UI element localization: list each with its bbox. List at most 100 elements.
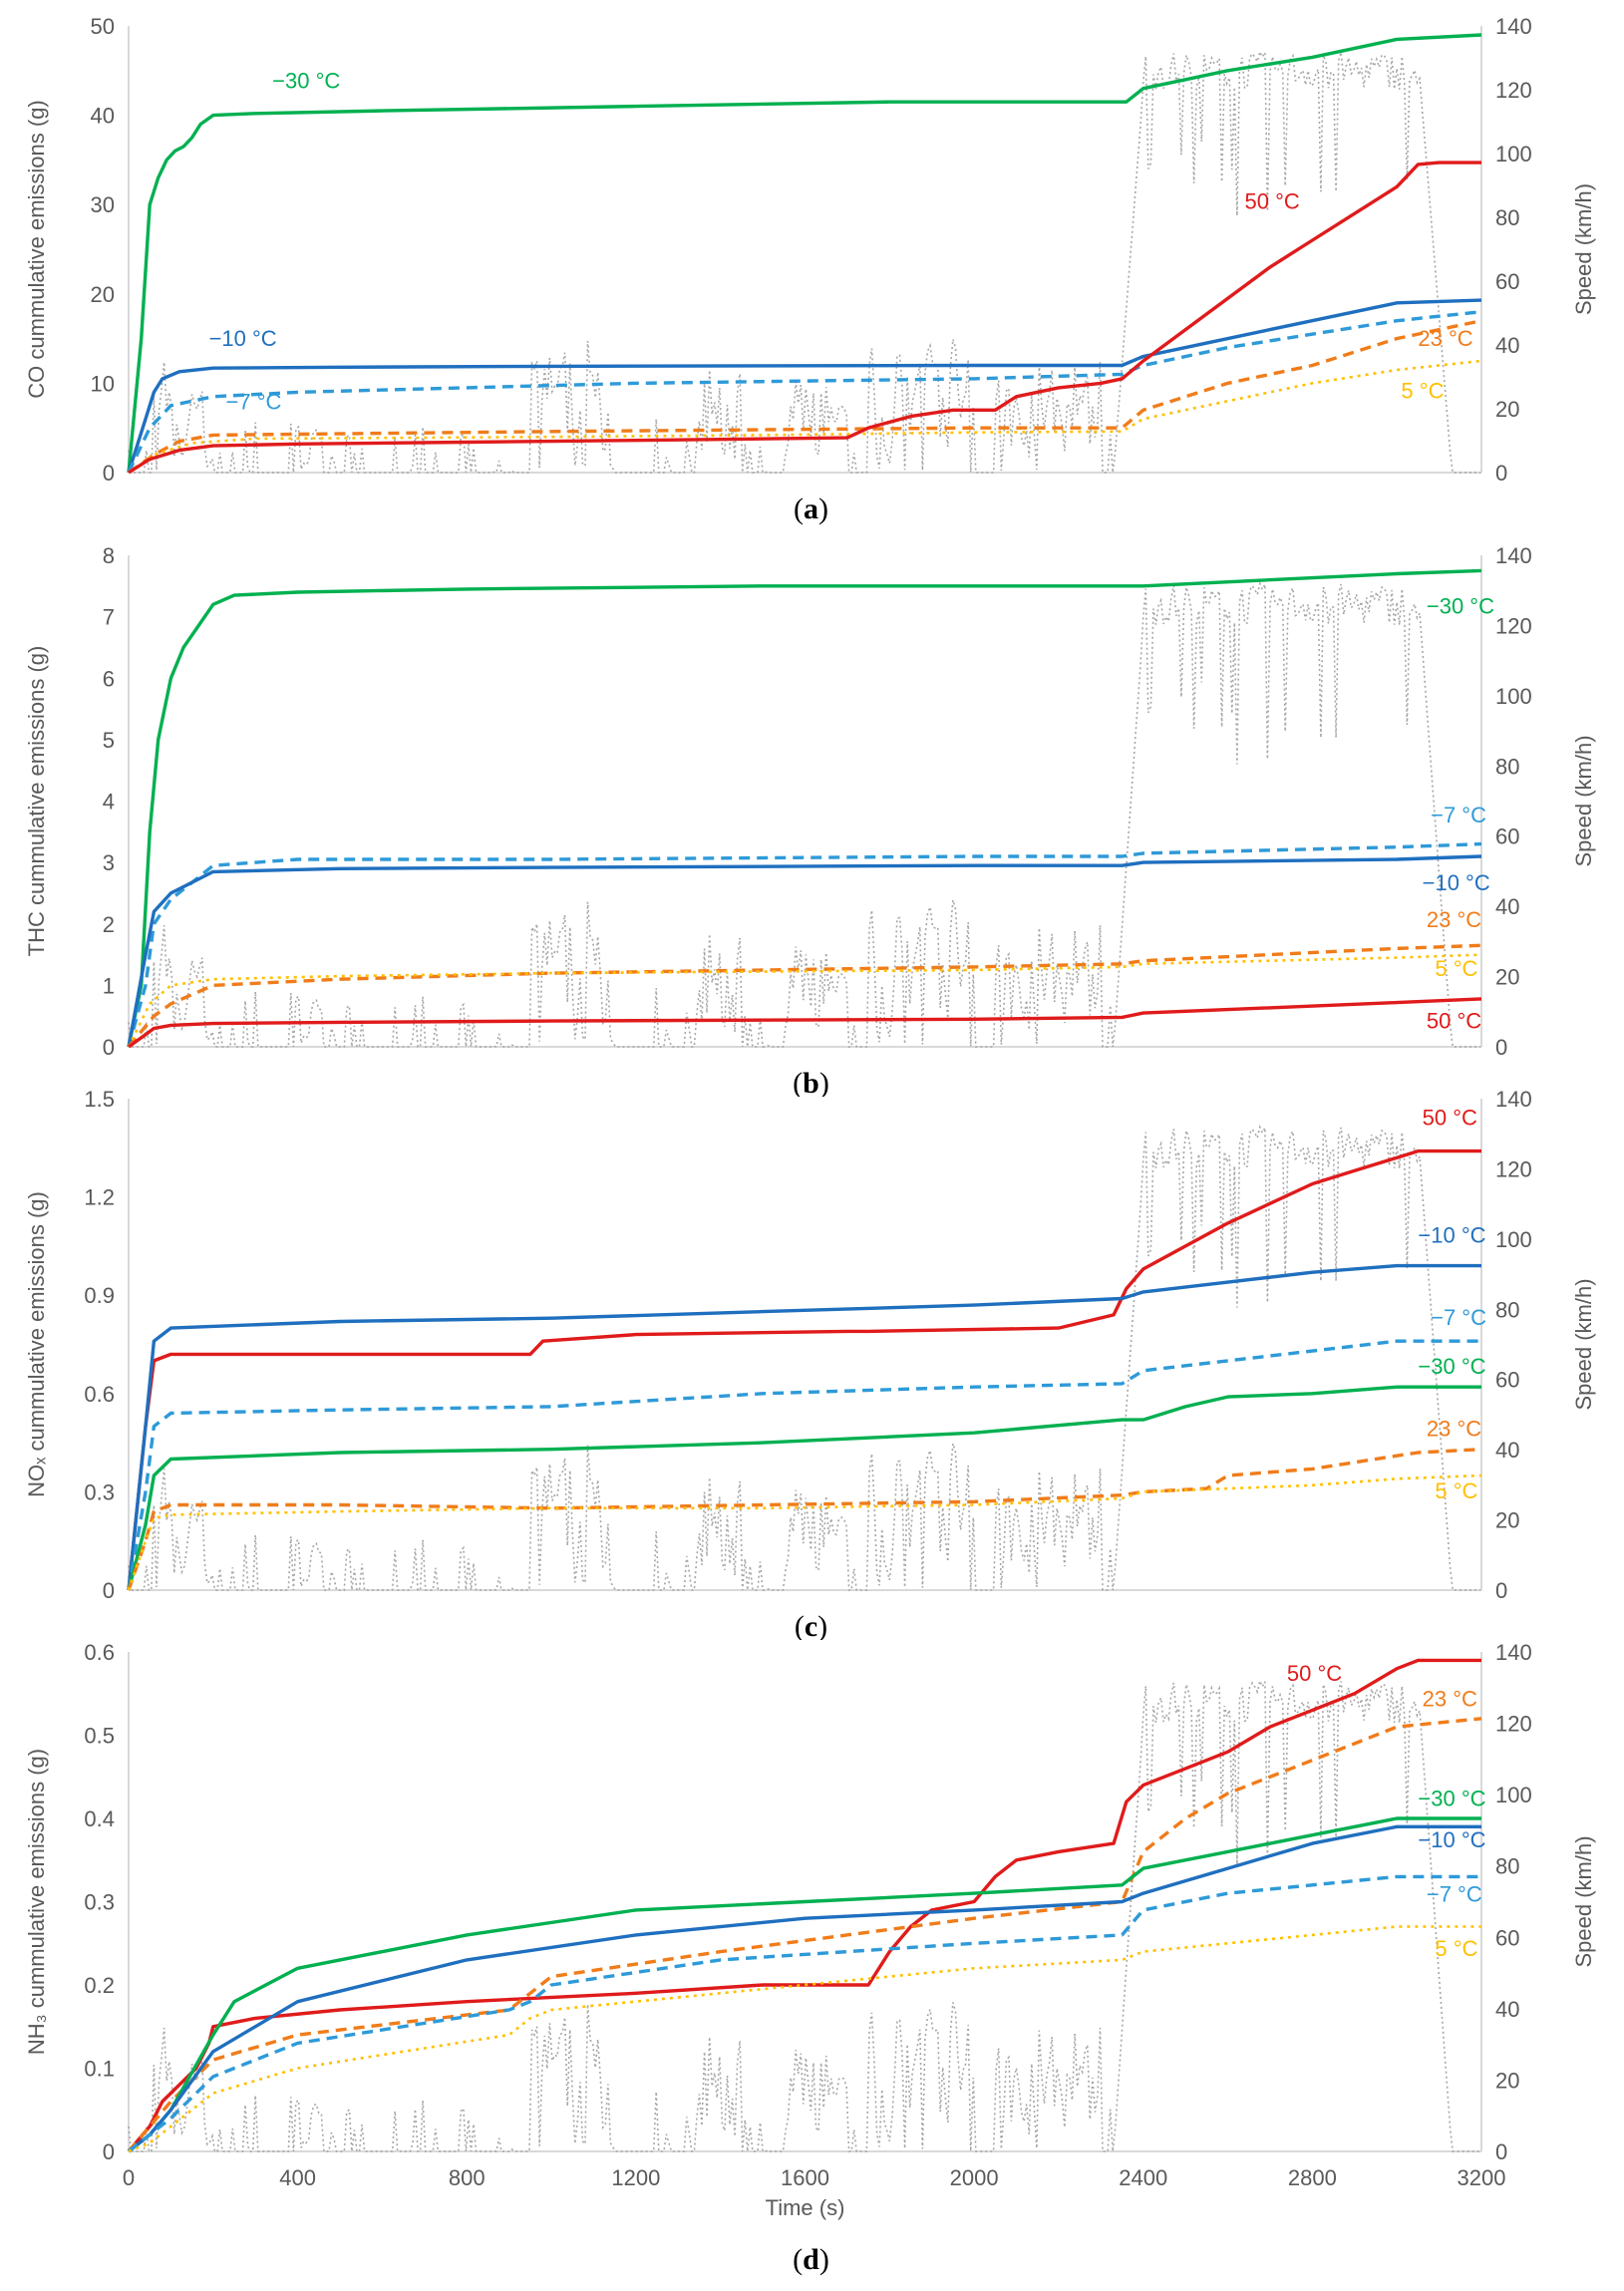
- series-line-m30-c: [127, 568, 1482, 1048]
- y-tick-label: 4: [103, 790, 115, 815]
- series-line-5-c: [127, 953, 1482, 1048]
- y-tick-label: 0.2: [84, 1973, 115, 1998]
- series-line-m10-c: [127, 298, 1482, 474]
- x-tick-label: 2400: [1119, 2165, 1167, 2190]
- series-line-23-c: [127, 943, 1482, 1049]
- series-label-5-c: 5 °C: [1401, 379, 1444, 404]
- y2-tick-label: 20: [1495, 1508, 1519, 1533]
- y2-tick-label: 60: [1495, 824, 1519, 849]
- series-label-23-c: 23 °C: [1418, 326, 1472, 351]
- y2-tick-label: 80: [1495, 205, 1519, 230]
- y-tick-label: 0.1: [84, 2057, 115, 2082]
- y2-tick-label: 80: [1495, 754, 1519, 779]
- y-tick-label: 0.6: [84, 1640, 115, 1665]
- y2-tick-label: 40: [1495, 1438, 1519, 1463]
- series-label-50-c: 50 °C: [1245, 189, 1300, 214]
- y2-tick-label: 120: [1495, 78, 1532, 103]
- series-label-m10-c: −10 °C: [1418, 1827, 1485, 1852]
- chart-panel-a: 0 10 20 30 40 50 0 20 40 60 80 100 120 140 CO cummulat…: [24, 14, 1596, 525]
- series-label-m7-c: −7 °C: [1431, 803, 1486, 827]
- y-tick-label: 50: [91, 14, 115, 39]
- y2-tick-label: 100: [1495, 142, 1532, 166]
- y-tick-label: 0: [103, 461, 115, 486]
- panel-caption: (c): [795, 1610, 827, 1640]
- chart-panel-c: 0 0.3 0.6 0.9 1.2 1.5 0 20 40 60 80 100 120 140 NOₓ cu…: [24, 1087, 1596, 1640]
- y2-tick-label: 60: [1495, 1368, 1519, 1393]
- series-line-m10-c: [127, 1824, 1481, 2153]
- series-line-5-c: [128, 359, 1482, 475]
- y2-tick-label: 100: [1495, 1227, 1532, 1252]
- y2-axis-title: Speed (km/h): [1571, 735, 1596, 866]
- y-tick-label: 10: [91, 371, 115, 396]
- series-line-23-c: [127, 1717, 1482, 2153]
- y2-tick-label: 20: [1495, 2068, 1519, 2093]
- y-tick-label: 0: [103, 1035, 115, 1060]
- series-label-5-c: 5 °C: [1435, 956, 1477, 981]
- y2-tick-label: 40: [1495, 894, 1519, 919]
- series-label-23-c: 23 °C: [1427, 1417, 1481, 1442]
- y-tick-label: 0.6: [84, 1382, 115, 1407]
- series-line-m10-c: [127, 854, 1482, 1048]
- series-line-5-c: [127, 1473, 1482, 1591]
- series-line-m7-c: [127, 841, 1482, 1048]
- y-tick-label: 0: [103, 2139, 115, 2164]
- y2-tick-label: 0: [1495, 1035, 1507, 1060]
- speed-trace-line: [128, 1678, 1481, 2152]
- speed-trace-line: [128, 580, 1481, 1048]
- series-label-m10-c: −10 °C: [209, 326, 277, 351]
- y2-tick-label: 100: [1495, 684, 1532, 709]
- y-tick-label: 30: [91, 192, 115, 217]
- series-label-m10-c: −10 °C: [1418, 1223, 1485, 1248]
- panel-caption: (d): [793, 2243, 829, 2276]
- series-label-5-c: 5 °C: [1435, 1936, 1477, 1961]
- y-tick-label: 40: [91, 104, 115, 129]
- y2-tick-label: 60: [1495, 269, 1519, 294]
- x-tick-label: 0: [123, 2165, 135, 2190]
- x-axis-title: Time (s): [766, 2195, 845, 2220]
- y2-tick-label: 80: [1495, 1297, 1519, 1322]
- y-axis-title: CO cummulative emissions (g): [24, 100, 49, 399]
- y2-tick-label: 40: [1495, 1997, 1519, 2022]
- y2-tick-label: 140: [1495, 1087, 1532, 1112]
- y2-tick-label: 120: [1495, 613, 1532, 638]
- series-label-50-c: 50 °C: [1427, 1009, 1481, 1034]
- y2-tick-label: 40: [1495, 333, 1519, 358]
- y-tick-label: 6: [103, 666, 115, 691]
- y-tick-label: 3: [103, 850, 115, 875]
- y-tick-label: 0.3: [84, 1890, 115, 1915]
- y-tick-label: 0.4: [84, 1806, 115, 1831]
- series-line-m7-c: [127, 310, 1482, 474]
- y-tick-label: 20: [91, 282, 115, 307]
- series-line-m10-c: [127, 1263, 1481, 1591]
- y2-tick-label: 0: [1495, 2139, 1507, 2164]
- y2-tick-label: 140: [1495, 14, 1532, 39]
- y2-tick-label: 60: [1495, 1925, 1519, 1950]
- y-tick-label: 5: [103, 728, 115, 753]
- chart-panel-d: 0 0.1 0.2 0.3 0.4 0.5 0.6 0 20 40 60 80 100 120 140 0 40…: [24, 1640, 1596, 2276]
- panel-caption: (b): [793, 1067, 829, 1097]
- series-line-50-c: [127, 1658, 1481, 2153]
- series-line-m30-c: [127, 33, 1482, 474]
- y2-tick-label: 0: [1495, 461, 1507, 486]
- y-tick-label: 1.2: [84, 1185, 115, 1210]
- y-tick-label: 1: [103, 973, 115, 998]
- y-axis-title: NH₃ cummulative emissions (g): [24, 1749, 49, 2055]
- y2-tick-label: 80: [1495, 1854, 1519, 1879]
- x-tick-label: 1200: [611, 2165, 660, 2190]
- x-tick-label: 400: [279, 2165, 316, 2190]
- series-label-m30-c: −30 °C: [1418, 1786, 1485, 1810]
- y2-tick-label: 140: [1495, 543, 1532, 568]
- series-line-m30-c: [127, 1385, 1481, 1591]
- series-label-m30-c: −30 °C: [1418, 1354, 1485, 1379]
- y2-tick-label: 120: [1495, 1712, 1532, 1737]
- y-tick-label: 2: [103, 912, 115, 937]
- series-label-50-c: 50 °C: [1423, 1105, 1477, 1130]
- series-line-m7-c: [127, 1339, 1481, 1591]
- series-line-50-c: [128, 997, 1482, 1049]
- series-label-m30-c: −30 °C: [1427, 594, 1494, 619]
- series-label-50-c: 50 °C: [1287, 1661, 1342, 1686]
- y-axis-title: THC cummulative emissions (g): [24, 646, 49, 957]
- y2-tick-label: 120: [1495, 1156, 1532, 1181]
- series-line-50-c: [127, 1148, 1481, 1591]
